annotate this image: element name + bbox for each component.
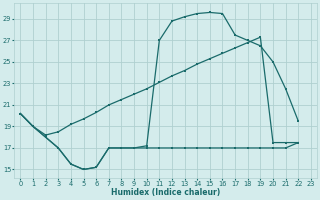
X-axis label: Humidex (Indice chaleur): Humidex (Indice chaleur) [111,188,220,197]
